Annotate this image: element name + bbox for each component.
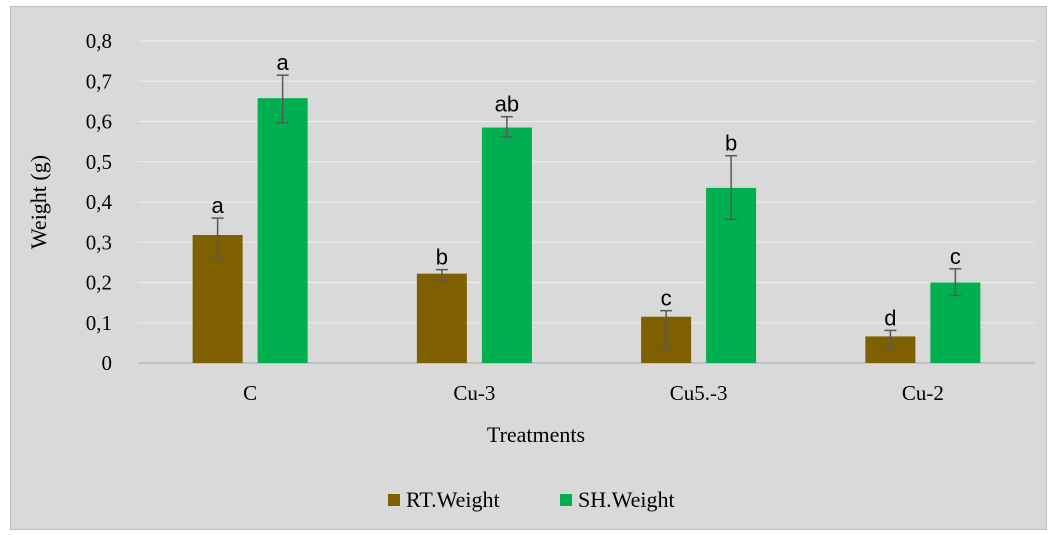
y-tick-label: 0,4 xyxy=(86,190,113,214)
x-axis-ticks: C Cu-3 Cu5.-3 Cu-2 xyxy=(243,381,944,405)
significance-letter: ab xyxy=(495,92,519,117)
bar xyxy=(416,273,467,363)
y-axis-ticks: 0 0,1 0,2 0,3 0,4 0,5 0,6 0,7 0,8 xyxy=(86,29,113,375)
y-tick-label: 0,7 xyxy=(86,69,112,93)
significance-letter: c xyxy=(661,286,672,311)
bar xyxy=(257,98,308,363)
y-tick-label: 0 xyxy=(102,351,113,375)
legend-swatch xyxy=(388,494,400,506)
x-tick-label: Cu-2 xyxy=(902,381,944,405)
significance-letter: a xyxy=(212,193,225,218)
y-tick-label: 0,8 xyxy=(86,29,112,53)
y-axis-title: Weight (g) xyxy=(26,155,51,249)
significance-letter: d xyxy=(884,305,896,330)
legend: RT.Weight SH.Weight xyxy=(388,487,675,512)
x-tick-label: Cu5.-3 xyxy=(670,381,728,405)
x-tick-label: C xyxy=(243,381,257,405)
significance-letter: b xyxy=(725,131,737,156)
legend-label: RT.Weight xyxy=(406,487,500,512)
x-tick-label: Cu-3 xyxy=(453,381,495,405)
significance-letter: a xyxy=(277,50,290,75)
legend-swatch xyxy=(560,494,572,506)
significance-letter: c xyxy=(950,244,961,269)
bar xyxy=(481,127,532,363)
x-axis-title: Treatments xyxy=(487,422,585,447)
y-tick-label: 0,6 xyxy=(86,110,112,134)
y-tick-label: 0,1 xyxy=(86,311,112,335)
significance-letter: b xyxy=(436,245,448,270)
y-tick-label: 0,3 xyxy=(86,230,112,254)
legend-label: SH.Weight xyxy=(578,487,675,512)
y-tick-label: 0,5 xyxy=(86,150,112,174)
y-tick-label: 0,2 xyxy=(86,271,112,295)
